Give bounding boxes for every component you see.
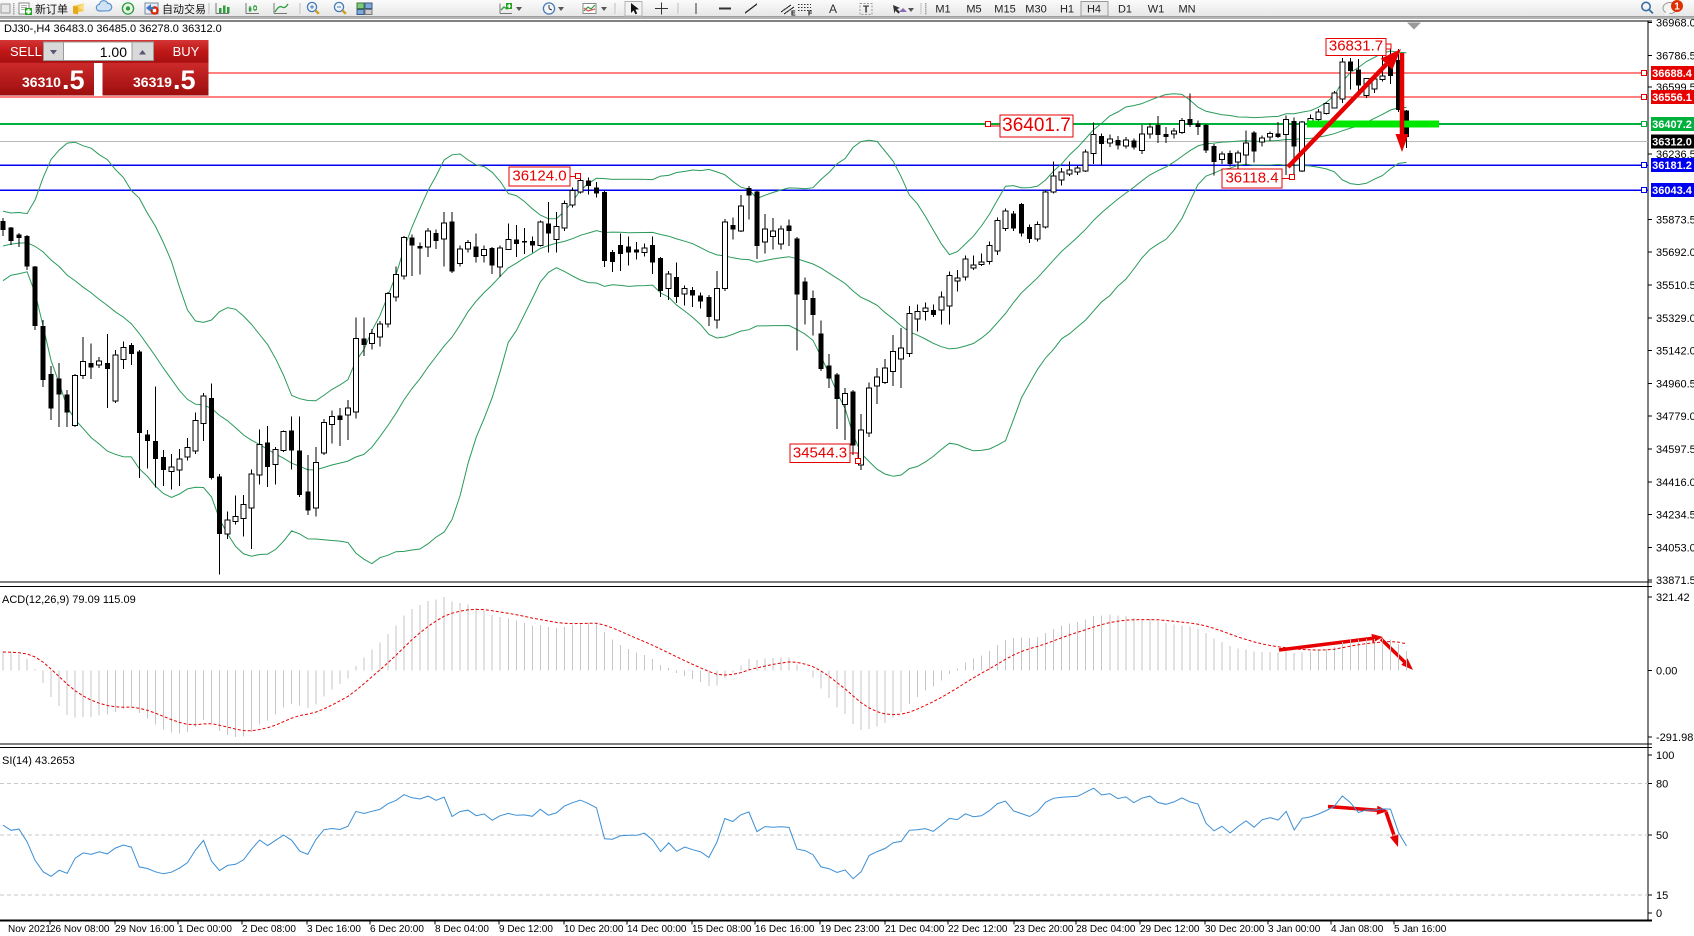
svg-text:M15: M15 xyxy=(994,4,1015,16)
svg-text:.5: .5 xyxy=(62,65,85,95)
svg-text:14 Dec 00:00: 14 Dec 00:00 xyxy=(627,924,687,935)
svg-text:SI(14) 43.2653: SI(14) 43.2653 xyxy=(2,755,75,767)
svg-text:36968.0: 36968.0 xyxy=(1656,18,1694,30)
svg-text:34544.3: 34544.3 xyxy=(793,444,847,461)
svg-text:34234.5: 34234.5 xyxy=(1656,510,1694,522)
svg-text:21 Dec 04:00: 21 Dec 04:00 xyxy=(885,924,945,935)
svg-text:34053.0: 34053.0 xyxy=(1656,542,1694,554)
svg-text:D1: D1 xyxy=(1118,4,1132,16)
svg-text:321.42: 321.42 xyxy=(1656,592,1690,604)
svg-text:36118.4: 36118.4 xyxy=(1225,170,1278,187)
svg-text:4 Jan 08:00: 4 Jan 08:00 xyxy=(1331,924,1384,935)
svg-text:35510.5: 35510.5 xyxy=(1656,280,1694,292)
svg-text:15: 15 xyxy=(1656,890,1668,902)
svg-text:35142.0: 35142.0 xyxy=(1656,346,1694,358)
svg-text:SELL: SELL xyxy=(10,44,42,59)
svg-text:29 Nov 16:00: 29 Nov 16:00 xyxy=(115,924,175,935)
svg-text:34960.5: 34960.5 xyxy=(1656,378,1694,390)
svg-text:100: 100 xyxy=(1656,750,1674,762)
svg-text:34597.5: 34597.5 xyxy=(1656,444,1694,456)
svg-text:36831.7: 36831.7 xyxy=(1329,38,1383,55)
svg-text:36236.5: 36236.5 xyxy=(1656,149,1694,161)
svg-text:DJ30-,H4 36483.0 36485.0 3627: DJ30-,H4 36483.0 36485.0 36278.0 36312.0 xyxy=(4,23,222,35)
svg-text:28 Dec 04:00: 28 Dec 04:00 xyxy=(1076,924,1136,935)
svg-text:34416.0: 34416.0 xyxy=(1656,477,1694,489)
svg-text:8 Dec 04:00: 8 Dec 04:00 xyxy=(435,924,489,935)
svg-text:F: F xyxy=(808,11,813,18)
svg-text:BUY: BUY xyxy=(173,44,200,59)
svg-text:80: 80 xyxy=(1656,778,1668,790)
svg-text:1: 1 xyxy=(1674,2,1680,13)
svg-text:M1: M1 xyxy=(935,4,950,16)
svg-text:36401.7: 36401.7 xyxy=(1002,115,1071,136)
svg-text:19 Dec 23:00: 19 Dec 23:00 xyxy=(820,924,880,935)
svg-text:36786.5: 36786.5 xyxy=(1656,50,1694,62)
svg-text:自动交易: 自动交易 xyxy=(162,2,206,16)
svg-text:1 Dec 00:00: 1 Dec 00:00 xyxy=(178,924,232,935)
svg-text:6 Dec 20:00: 6 Dec 20:00 xyxy=(370,924,424,935)
svg-text:36312.0: 36312.0 xyxy=(1652,137,1692,149)
svg-text:MN: MN xyxy=(1178,4,1195,16)
svg-text:H4: H4 xyxy=(1087,4,1101,16)
svg-text:T: T xyxy=(863,5,869,16)
svg-text:10 Dec 20:00: 10 Dec 20:00 xyxy=(564,924,624,935)
svg-text:0: 0 xyxy=(1656,908,1662,920)
svg-text:36688.4: 36688.4 xyxy=(1652,68,1693,80)
svg-text:36181.2: 36181.2 xyxy=(1652,160,1692,172)
svg-text:2 Dec 08:00: 2 Dec 08:00 xyxy=(242,924,296,935)
svg-text:33871.5: 33871.5 xyxy=(1656,575,1694,587)
svg-text:0.00: 0.00 xyxy=(1656,665,1677,677)
svg-text:36310: 36310 xyxy=(22,74,61,90)
svg-text:36407.2: 36407.2 xyxy=(1652,119,1692,131)
svg-text:35873.5: 35873.5 xyxy=(1656,214,1694,226)
svg-text:3 Jan 00:00: 3 Jan 00:00 xyxy=(1268,924,1321,935)
svg-text:29 Dec 12:00: 29 Dec 12:00 xyxy=(1140,924,1200,935)
svg-text:M30: M30 xyxy=(1025,4,1046,16)
svg-text:36556.1: 36556.1 xyxy=(1652,92,1692,104)
svg-text:15 Dec 08:00: 15 Dec 08:00 xyxy=(692,924,752,935)
svg-text:35329.0: 35329.0 xyxy=(1656,313,1694,325)
svg-text:-291.98: -291.98 xyxy=(1656,732,1693,744)
svg-text:5 Jan 16:00: 5 Jan 16:00 xyxy=(1394,924,1447,935)
svg-text:16 Dec 16:00: 16 Dec 16:00 xyxy=(755,924,815,935)
svg-text:M5: M5 xyxy=(966,4,981,16)
svg-text:30 Dec 20:00: 30 Dec 20:00 xyxy=(1205,924,1265,935)
svg-text:9 Dec 12:00: 9 Dec 12:00 xyxy=(499,924,553,935)
svg-text:34779.0: 34779.0 xyxy=(1656,411,1694,423)
svg-text:36124.0: 36124.0 xyxy=(512,168,566,185)
svg-text:W1: W1 xyxy=(1148,4,1165,16)
svg-text:23 Dec 20:00: 23 Dec 20:00 xyxy=(1014,924,1074,935)
svg-text:22 Dec 12:00: 22 Dec 12:00 xyxy=(948,924,1008,935)
svg-text:1.00: 1.00 xyxy=(100,44,127,60)
svg-text:Nov 2021: Nov 2021 xyxy=(8,924,51,935)
svg-text:E: E xyxy=(791,11,796,18)
svg-text:.5: .5 xyxy=(173,65,196,95)
svg-text:26 Nov 08:00: 26 Nov 08:00 xyxy=(50,924,110,935)
svg-text:36043.4: 36043.4 xyxy=(1652,185,1693,197)
svg-text:50: 50 xyxy=(1656,830,1668,842)
svg-text:H1: H1 xyxy=(1060,4,1074,16)
svg-text:3 Dec 16:00: 3 Dec 16:00 xyxy=(307,924,361,935)
svg-text:A: A xyxy=(829,2,837,16)
svg-text:35692.0: 35692.0 xyxy=(1656,247,1694,259)
svg-text:ACD(12,26,9) 79.09 115.09: ACD(12,26,9) 79.09 115.09 xyxy=(2,594,136,606)
svg-text:新订单: 新订单 xyxy=(35,2,68,16)
svg-text:36319: 36319 xyxy=(133,74,172,90)
